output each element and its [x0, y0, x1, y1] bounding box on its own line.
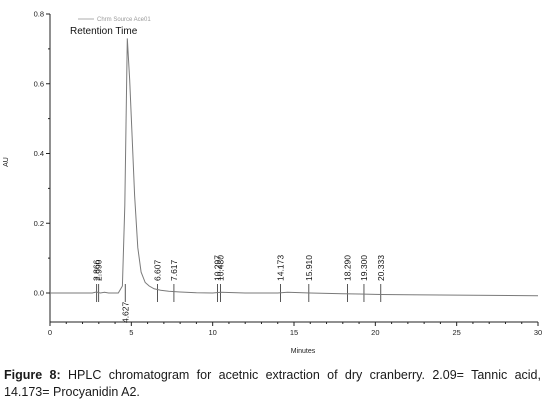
figure-caption: Figure 8: HPLC chromatogram for acetnic …	[4, 367, 541, 401]
x-tick-label: 5	[129, 328, 133, 337]
peak-label: 7.617	[169, 259, 179, 281]
peak-label: 10.480	[216, 255, 226, 281]
y-tick-label: 0.8	[34, 10, 44, 19]
x-tick-label: 25	[452, 328, 460, 337]
peak-label: 20.333	[376, 255, 386, 281]
legend-source-label: Chrm Source Ace01	[97, 17, 151, 23]
y-tick-label: 0.4	[34, 149, 44, 158]
chart-annotations: Chrm Source Ace01 Retention Time	[70, 17, 151, 37]
x-tick-label: 20	[371, 328, 379, 337]
chromatogram-trace	[50, 38, 539, 297]
y-tick-label: 0.2	[34, 219, 44, 228]
x-axis-label: Minutes	[291, 348, 316, 355]
y-axis-label: AU	[3, 157, 10, 167]
chart-ticks: 0.0 0.2 0.4 0.6 0.8 0 5 10 15 20 25 30	[34, 10, 543, 338]
x-tick-label: 0	[48, 328, 52, 337]
y-tick-label: 0.6	[34, 79, 44, 88]
peak-label: 2.990	[94, 259, 104, 281]
x-tick-label: 10	[208, 328, 216, 337]
peak-label: 10.297	[213, 255, 223, 281]
peak-label: 4.627	[120, 301, 130, 323]
x-tick-label: 15	[290, 328, 298, 337]
peak-label: 19.300	[359, 255, 369, 281]
peak-label: 18.290	[343, 255, 353, 281]
peak-label: 14.173	[276, 255, 286, 281]
peak-label: 15.910	[304, 255, 314, 281]
peak-label: 6.607	[153, 259, 163, 281]
chart-axes: AU Minutes	[3, 14, 538, 355]
figure-caption-label: Figure 8:	[4, 368, 61, 382]
series-line	[50, 38, 539, 297]
chromatogram-chart: AU Minutes 0.0 0.2 0.4 0.6 0.8 0 5 10 15 20 25 30 Ch…	[3, 10, 543, 356]
y-tick-label: 0.0	[34, 289, 44, 298]
retention-time-label: Retention Time	[70, 26, 138, 37]
peak-label: 2.866	[92, 259, 102, 281]
figure-caption-text: HPLC chromatogram for acetnic extraction…	[4, 368, 541, 399]
x-tick-label: 30	[534, 328, 542, 337]
